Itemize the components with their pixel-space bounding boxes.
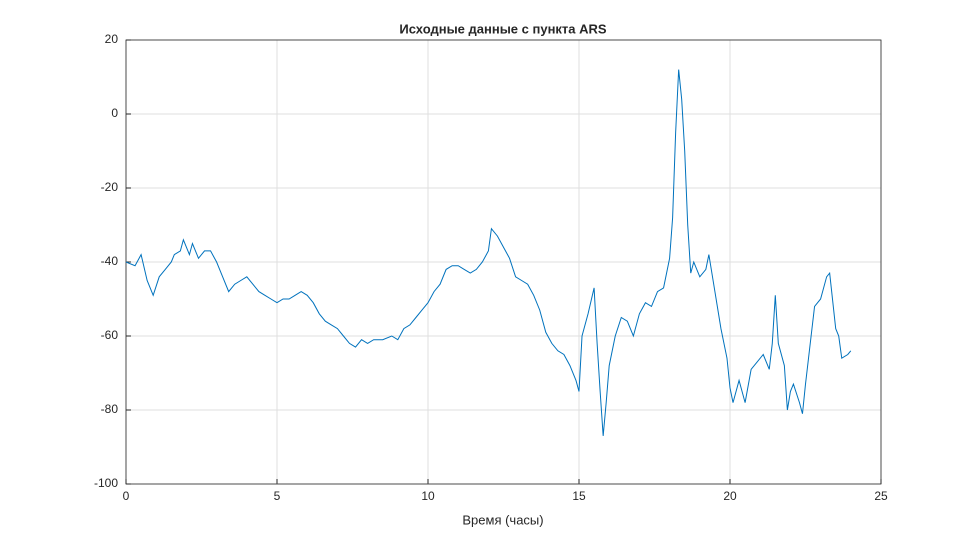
x-tick-label: 25: [874, 489, 888, 503]
y-tick-label: -100: [94, 476, 118, 490]
x-tick-label: 15: [572, 489, 586, 503]
y-tick-label: -60: [101, 328, 119, 342]
data-line: [125, 69, 852, 436]
y-tick-label: -20: [101, 180, 119, 194]
x-axis-label: Время (часы): [462, 512, 543, 527]
y-tick-label: 0: [111, 106, 118, 120]
y-tick-label: 20: [105, 32, 119, 46]
y-tick-label: -40: [101, 254, 119, 268]
y-tick-label: -80: [101, 402, 119, 416]
x-tick-label: 0: [123, 489, 130, 503]
chart-title: Исходные данные с пункта ARS: [399, 21, 607, 36]
x-tick-label: 20: [723, 489, 737, 503]
x-tick-label: 5: [274, 489, 281, 503]
x-tick-label: 10: [421, 489, 435, 503]
